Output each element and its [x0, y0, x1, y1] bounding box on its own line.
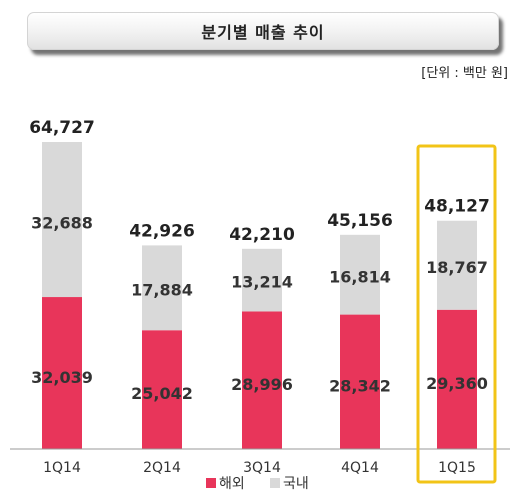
legend: 해외 국내: [206, 476, 309, 492]
bar-domestic-1Q15: [437, 220, 477, 310]
total-label-1Q15: 48,127: [424, 197, 490, 217]
value-label-domestic-4Q14: 16,814: [329, 267, 391, 286]
bar-domestic-4Q14: [340, 234, 380, 315]
bar-overseas-1Q14: [42, 297, 82, 449]
value-label-domestic-1Q15: 18,767: [426, 258, 488, 277]
x-tick-4Q14: 4Q14: [341, 460, 379, 476]
labels-layer: 32,039 32,688 64,727 1Q14 25,042 17,884 42,926…: [29, 118, 490, 476]
total-label-3Q14: 42,210: [229, 225, 295, 245]
total-label-4Q14: 45,156: [327, 211, 393, 231]
highlight-box: [416, 144, 497, 484]
x-tick-3Q14: 3Q14: [243, 460, 281, 476]
value-label-domestic-2Q14: 17,884: [131, 281, 193, 300]
bars-layer: [42, 142, 477, 449]
x-tick-1Q15: 1Q15: [438, 460, 476, 476]
unit-label: [단위 : 백만 원]: [421, 66, 508, 81]
x-tick-2Q14: 2Q14: [143, 460, 181, 476]
bar-overseas-4Q14: [340, 314, 380, 449]
total-label-2Q14: 42,926: [129, 221, 195, 241]
chart-title: 분기별 매출 추이: [27, 12, 499, 50]
bar-domestic-1Q14: [42, 142, 82, 298]
value-label-domestic-1Q14: 32,688: [31, 214, 93, 233]
bar-overseas-2Q14: [142, 330, 182, 449]
legend-label-domestic: 국내: [283, 476, 309, 492]
value-label-domestic-3Q14: 13,214: [231, 272, 293, 291]
value-label-overseas-4Q14: 28,342: [329, 376, 391, 395]
total-label-1Q14: 64,727: [29, 118, 95, 138]
legend-swatch-overseas: [206, 478, 216, 488]
bar-overseas-3Q14: [242, 311, 282, 449]
value-label-overseas-3Q14: 28,996: [231, 375, 293, 394]
x-tick-1Q14: 1Q14: [43, 460, 81, 476]
bar-domestic-3Q14: [242, 248, 282, 312]
legend-swatch-domestic: [270, 478, 280, 488]
value-label-overseas-1Q15: 29,360: [426, 374, 488, 393]
value-label-overseas-2Q14: 25,042: [131, 384, 193, 403]
bar-domestic-2Q14: [142, 245, 182, 331]
legend-label-overseas: 해외: [219, 476, 245, 492]
value-label-overseas-1Q14: 32,039: [31, 368, 93, 387]
bar-overseas-1Q15: [437, 309, 477, 449]
